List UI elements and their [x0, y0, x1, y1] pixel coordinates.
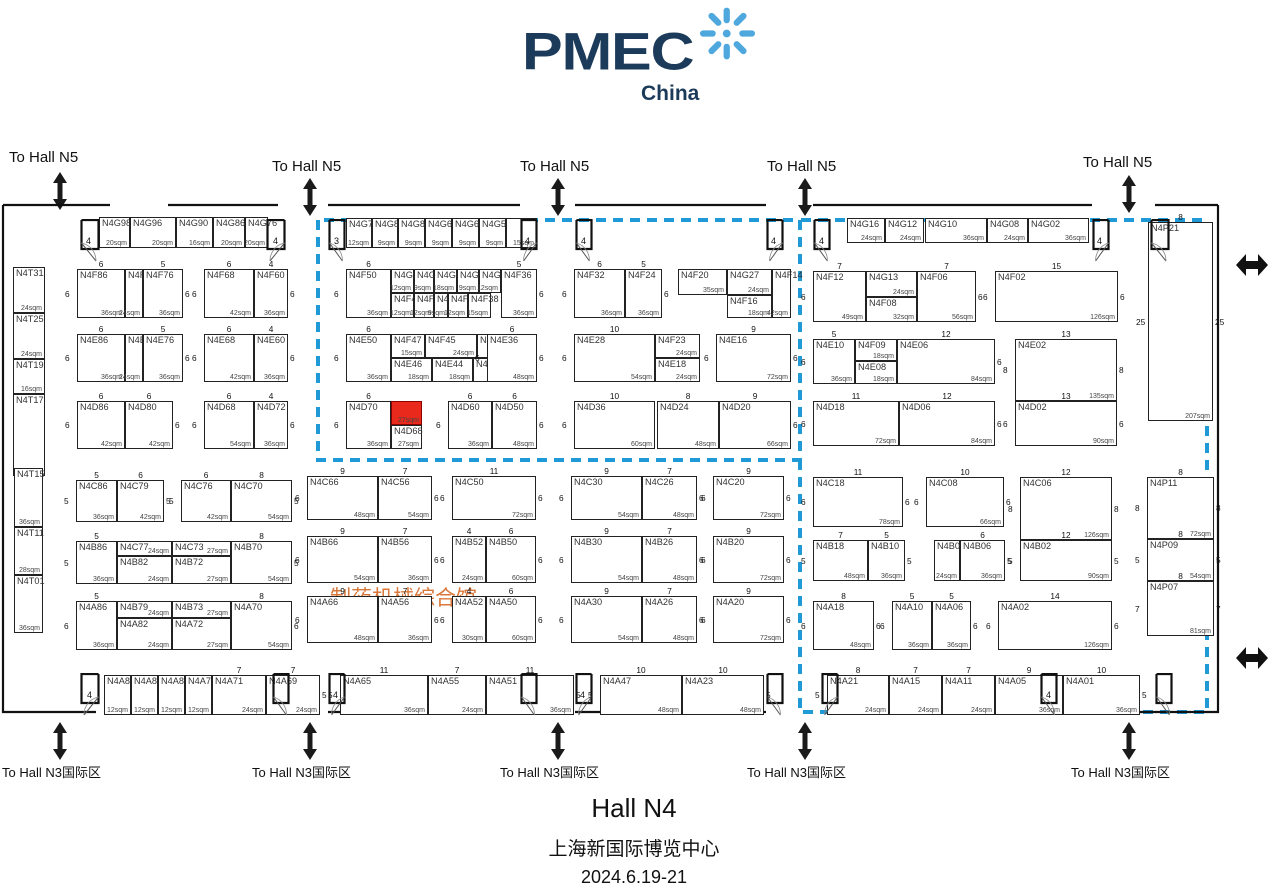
svg-text:4: 4	[819, 236, 824, 246]
svg-text:4: 4	[771, 236, 776, 246]
svg-text:4: 4	[273, 236, 278, 246]
svg-text:4: 4	[581, 236, 586, 246]
svg-text:4: 4	[1046, 690, 1051, 700]
svg-text:4: 4	[1097, 236, 1102, 246]
svg-text:4: 4	[87, 690, 92, 700]
svg-text:3: 3	[334, 236, 339, 246]
svg-text:4: 4	[333, 690, 338, 700]
svg-text:4: 4	[525, 236, 530, 246]
svg-text:4: 4	[86, 236, 91, 246]
